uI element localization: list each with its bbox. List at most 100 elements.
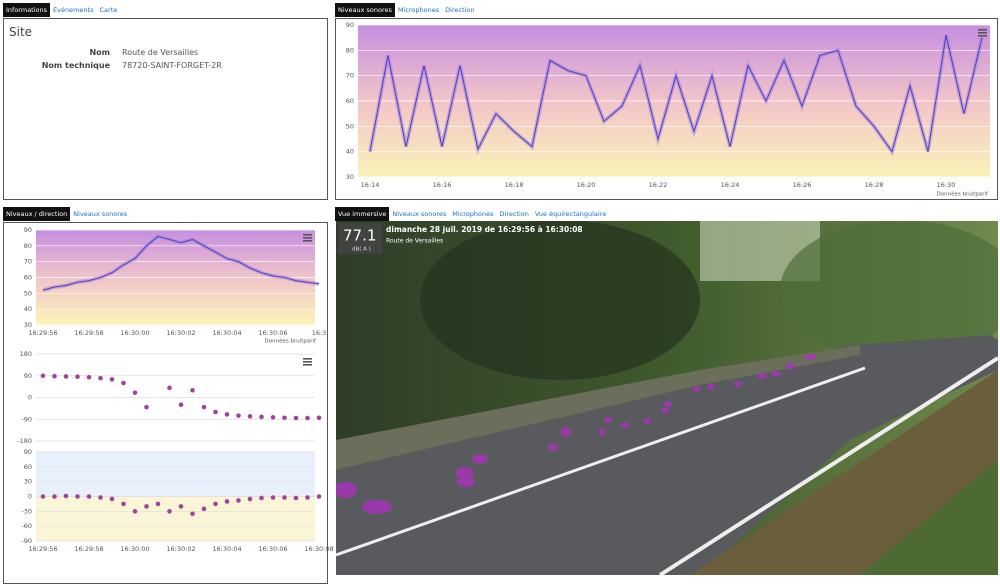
field-label: Nom technique <box>41 61 110 70</box>
y-tick-label: 0 <box>28 493 32 501</box>
x-tick-label: 16:29:56 <box>28 545 57 553</box>
point <box>178 504 184 509</box>
y-tick-label: 60 <box>24 274 32 282</box>
tab[interactable]: Niveaux sonores <box>335 3 395 17</box>
point <box>167 509 172 514</box>
tab[interactable]: Niveaux sonores <box>392 210 447 218</box>
point <box>247 414 253 419</box>
sound-markers <box>336 354 816 514</box>
y-tick-label: 180 <box>20 350 32 358</box>
point <box>293 415 299 421</box>
menu-icon <box>303 240 312 242</box>
menu-icon <box>303 358 312 360</box>
point <box>121 501 126 507</box>
plot-band <box>36 452 315 497</box>
point <box>201 506 207 512</box>
y-tick-label: 30 <box>24 321 32 329</box>
immersive-panel: Vue immersive Niveaux sonores Microphone… <box>335 206 998 575</box>
tab[interactable]: Niveaux / direction <box>3 207 71 221</box>
x-tick-label: 16:29:58 <box>74 329 103 337</box>
y-tick-label: 60 <box>346 97 354 105</box>
x-tick-label: 16:30:02 <box>166 545 195 553</box>
credit: Données bruitparif <box>265 338 318 345</box>
y-tick-label: 0 <box>28 394 32 402</box>
point <box>40 373 46 379</box>
x-tick-label: 16:30:06 <box>258 329 287 337</box>
point <box>144 504 149 509</box>
x-tick-label: 16:28 <box>865 181 884 189</box>
point <box>270 495 276 500</box>
immersive-view: 77.1 dB( A ) dimanche 28 juil. 2019 de 1… <box>336 221 998 575</box>
level-line <box>42 235 320 291</box>
tab[interactable]: Informations <box>3 3 51 17</box>
level-unit: dB( A ) <box>352 247 371 253</box>
field-value: 78720-SAINT-FORGET-2R <box>122 61 222 70</box>
y-tick-label: 40 <box>24 305 32 313</box>
y-tick-label: -60 <box>21 522 32 530</box>
menu-icon <box>303 237 312 239</box>
y-tick-label: 80 <box>346 46 354 54</box>
point <box>282 495 287 500</box>
point <box>52 373 57 379</box>
y-tick-label: 70 <box>346 72 354 80</box>
x-tick-label: 16:18 <box>505 181 524 189</box>
tabs: Informations Événements Carte <box>3 2 328 18</box>
x-tick-label: 16:30 <box>937 181 956 189</box>
x-tick-label: 16:29:58 <box>74 545 103 553</box>
x-tick-label: 16:24 <box>721 181 740 189</box>
tab[interactable]: Microphones <box>452 210 494 218</box>
point <box>201 404 207 410</box>
y-tick-label: 40 <box>346 148 354 156</box>
x-tick-label: 16:3 <box>312 329 327 337</box>
menu-icon <box>978 35 987 37</box>
point <box>190 511 195 517</box>
menu-icon <box>303 364 312 366</box>
y-tick-label: -90 <box>21 537 32 545</box>
site-title: Site <box>9 25 33 39</box>
point <box>236 413 241 418</box>
plot-band <box>36 496 315 541</box>
x-tick-label: 16:14 <box>361 181 380 189</box>
y-tick-label: 50 <box>346 122 354 130</box>
x-tick-label: 16:30:00 <box>120 545 149 553</box>
point <box>144 404 149 410</box>
x-tick-label: 16:30:04 <box>212 545 241 553</box>
point <box>52 494 57 499</box>
y-tick-label: 90 <box>24 226 32 234</box>
y-tick-label: 80 <box>24 242 32 250</box>
point <box>316 494 322 499</box>
point <box>213 409 218 415</box>
info-panel: Informations Événements Carte Site Nom N… <box>3 2 328 200</box>
y-tick-label: 60 <box>24 463 32 471</box>
level-line <box>369 35 983 153</box>
point <box>98 495 103 500</box>
tab[interactable]: Microphones <box>397 6 440 14</box>
field-value: Route de Versailles <box>122 48 199 57</box>
point <box>86 494 92 499</box>
x-tick-label: 16:30:04 <box>212 329 241 337</box>
menu-icon <box>978 32 987 34</box>
point <box>224 412 230 417</box>
point <box>305 415 310 421</box>
x-tick-label: 16:30:06 <box>258 545 287 553</box>
point <box>109 377 115 382</box>
tab[interactable]: Vue équirectangulaire <box>534 210 607 218</box>
point <box>178 402 184 408</box>
tabs: Vue immersive Niveaux sonores Microphone… <box>335 206 998 222</box>
tab[interactable]: Direction <box>445 6 475 14</box>
point <box>63 374 69 379</box>
tabs: Niveaux sonores Microphones Direction <box>335 2 998 18</box>
tab[interactable]: Événements <box>53 6 94 14</box>
info-box: Site Nom Nom technique Route de Versaill… <box>3 18 328 200</box>
period: dimanche 28 juil. 2019 de 16:29:56 à 16:… <box>386 225 583 234</box>
tab[interactable]: Vue immersive <box>335 207 390 221</box>
point <box>132 390 138 395</box>
point <box>213 501 218 507</box>
tab[interactable]: Direction <box>499 210 529 218</box>
tab[interactable]: Carte <box>99 6 118 14</box>
point <box>224 499 230 504</box>
y-tick-label: -90 <box>21 415 32 423</box>
tab[interactable]: Niveaux sonores <box>73 210 128 218</box>
